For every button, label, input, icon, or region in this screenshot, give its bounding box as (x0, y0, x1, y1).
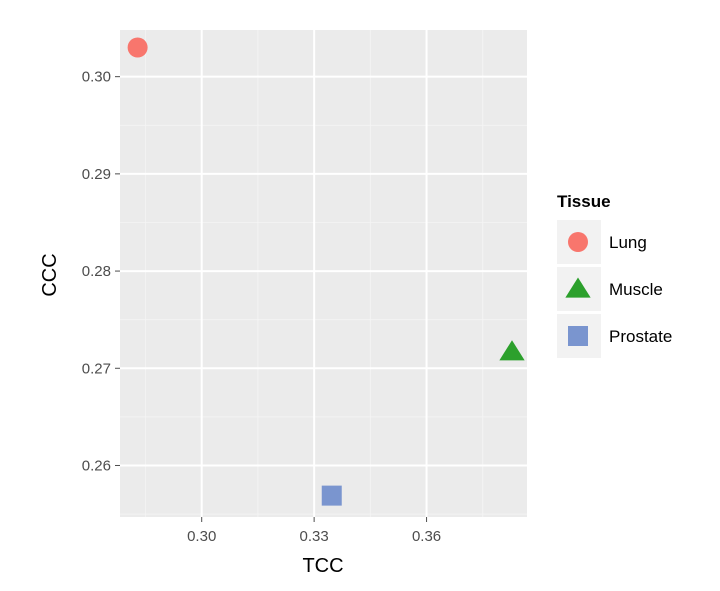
plot-panel (120, 30, 527, 517)
data-points (127, 37, 525, 506)
legend-label-prostate: Prostate (609, 327, 672, 346)
y-tick-label: 0.30 (82, 69, 111, 86)
legend-marker-lung (568, 232, 588, 252)
y-tick-label: 0.27 (82, 360, 111, 377)
y-tick-label: 0.26 (82, 457, 111, 474)
legend-marker-prostate (568, 326, 588, 346)
x-tick-label: 0.30 (187, 528, 216, 545)
data-point-prostate (321, 485, 342, 506)
legend-label-muscle: Muscle (609, 280, 663, 299)
data-point-lung (127, 37, 148, 58)
legend-title: Tissue (557, 192, 611, 211)
x-axis-ticks: 0.30 0.33 0.36 (187, 517, 441, 545)
data-point-muscle (499, 340, 525, 361)
legend: Tissue Lung Muscle Prostate (557, 192, 672, 358)
x-tick-label: 0.33 (300, 528, 329, 545)
y-tick-label: 0.29 (82, 166, 111, 183)
major-gridlines (120, 30, 527, 517)
x-axis-title: TCC (302, 555, 343, 577)
y-tick-label: 0.28 (82, 263, 111, 280)
legend-label-lung: Lung (609, 233, 647, 252)
x-tick-label: 0.36 (412, 528, 441, 545)
legend-marker-muscle (565, 277, 591, 298)
y-axis-title: CCC (39, 253, 61, 296)
y-axis-ticks: 0.26 0.27 0.28 0.29 0.30 (82, 69, 120, 474)
minor-gridlines (120, 30, 527, 517)
